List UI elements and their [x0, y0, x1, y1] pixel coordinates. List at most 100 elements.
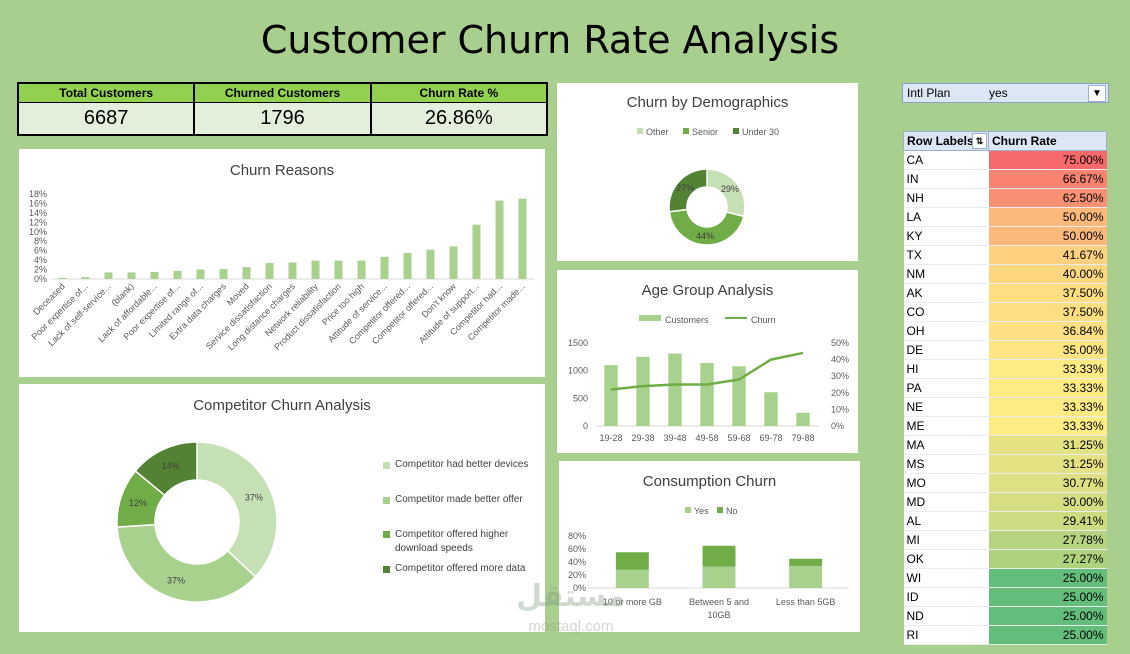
bar: [426, 249, 435, 279]
state-cell: NH: [903, 188, 989, 208]
pivot-row: MA 31.25%: [903, 435, 1107, 455]
state-cell: DE: [903, 340, 989, 360]
churn-rate-cell: 27.78%: [988, 530, 1107, 550]
x-tick-label: 39-48: [663, 433, 686, 443]
state-cell: ID: [903, 587, 989, 607]
state-cell: HI: [903, 359, 989, 379]
header-label: Row Labels: [907, 134, 974, 148]
sort-filter-icon[interactable]: ⇅: [972, 133, 987, 149]
donut-slice: [668, 168, 708, 213]
state-cell: KY: [903, 226, 989, 246]
bar: [196, 269, 205, 279]
pivot-row: MO 30.77%: [903, 473, 1107, 493]
x-tick-label: 29-38: [631, 433, 654, 443]
state-cell: MO: [903, 473, 989, 493]
y-tick-label: 4%: [34, 255, 47, 265]
state-cell: AL: [903, 511, 989, 531]
data-label: 44%: [696, 231, 714, 241]
legend-swatch: [685, 507, 691, 513]
y-tick-label: 20%: [568, 570, 586, 580]
legend-label: No: [726, 506, 738, 516]
bar-segment: [702, 545, 736, 567]
competitor-donut-chart: 37% 37% 12% 14%: [116, 441, 278, 603]
legend-label: Competitor offered higher download speed…: [395, 529, 509, 554]
demographics-panel[interactable]: Churn by Demographics Other Senior Under 3…: [557, 83, 858, 261]
legend-item: Competitor offered higher download speed…: [383, 528, 543, 556]
bar: [311, 260, 320, 279]
legend-label: Competitor had better devices: [395, 459, 529, 470]
pivot-row: HI 33.33%: [903, 359, 1107, 379]
pivot-row: MD 30.00%: [903, 492, 1107, 512]
legend-label: Competitor offered more data: [395, 563, 526, 574]
bar: [334, 260, 343, 279]
pivot-row: NE 33.33%: [903, 397, 1107, 417]
y-tick-label: 6%: [34, 246, 47, 256]
legend-label: Churn: [751, 315, 776, 325]
legend-item: Competitor offered more data: [383, 563, 543, 574]
legend-label: Customers: [665, 315, 709, 325]
churn-rate-cell: 36.84%: [988, 321, 1107, 341]
x-tick-label: Less than 5GB: [776, 597, 836, 607]
y-tick-label: 10%: [29, 227, 47, 237]
churn-rate-cell: 29.41%: [988, 511, 1107, 531]
donut-slice: [116, 523, 257, 603]
donut-slice: [134, 441, 198, 497]
legend-swatch: [717, 507, 723, 513]
legend-item: Competitor made better offer: [383, 494, 543, 505]
filter-field: Intl Plan: [907, 86, 951, 100]
filter-value: yes: [989, 86, 1008, 100]
state-cell: CO: [903, 302, 989, 322]
data-label: 37%: [245, 492, 263, 502]
bar: [495, 200, 504, 279]
y-tick-label: 16%: [29, 198, 47, 208]
y2-tick-label: 40%: [831, 355, 849, 365]
churn-rate-cell: 33.33%: [988, 359, 1107, 379]
pivot-row: OH 36.84%: [903, 321, 1107, 341]
state-cell: MI: [903, 530, 989, 550]
state-cell: RI: [903, 625, 989, 645]
churn-rate-cell: 40.00%: [988, 264, 1107, 284]
competitor-churn-panel[interactable]: Competitor Churn Analysis 37% 37% 12% 14% C…: [19, 384, 545, 632]
kpi-value: 6687: [83, 107, 129, 129]
bar: [668, 353, 682, 426]
kpi-strip: Total Customers 6687 Churned Customers 1…: [17, 82, 548, 136]
bar: [700, 362, 714, 426]
bar: [127, 272, 136, 279]
bar: [81, 277, 90, 279]
bar: [403, 253, 412, 279]
kpi-label: Churned Customers: [195, 84, 370, 103]
pivot-row: CO 37.50%: [903, 302, 1107, 322]
filter-icon[interactable]: ▼: [1088, 85, 1106, 102]
kpi-churned-customers: Churned Customers 1796: [195, 84, 372, 134]
pivot-row: ID 25.00%: [903, 587, 1107, 607]
legend-swatch: [683, 128, 689, 134]
donut-slice: [668, 208, 745, 246]
bar: [636, 356, 650, 426]
bar: [472, 224, 481, 279]
consumption-panel[interactable]: Consumption Churn Yes No 0% 20% 40% 60% 80% 10 …: [559, 461, 860, 632]
intl-plan-filter[interactable]: Intl Plan yes ▼: [902, 83, 1109, 103]
bar: [380, 256, 389, 279]
kpi-churn-rate: Churn Rate % 26.86%: [371, 84, 546, 134]
pivot-header-row-labels[interactable]: Row Labels ⇅: [903, 131, 989, 151]
data-label: 27%: [676, 183, 694, 193]
churn-reasons-panel[interactable]: Churn Reasons 0% 2% 4% 6% 8% 10% 12% 14% 16% 18% D…: [19, 149, 545, 377]
pivot-row: ND 25.00%: [903, 606, 1107, 626]
bar: [796, 412, 810, 426]
churn-rate-cell: 75.00%: [988, 150, 1107, 170]
churn-rate-cell: 33.33%: [988, 416, 1107, 436]
state-cell: MS: [903, 454, 989, 474]
legend-swatch: [383, 566, 390, 573]
bar: [219, 269, 228, 279]
state-cell: CA: [903, 150, 989, 170]
pivot-row: AK 37.50%: [903, 283, 1107, 303]
y2-tick-label: 0%: [831, 421, 844, 431]
y-tick-label: 0%: [34, 274, 47, 284]
state-cell: OK: [903, 549, 989, 569]
legend-swatch: [383, 462, 390, 469]
age-group-panel[interactable]: Age Group Analysis Customers Churn 0 500 100…: [557, 270, 858, 453]
chart-title: Competitor Churn Analysis: [193, 397, 371, 414]
churn-rate-cell: 30.77%: [988, 473, 1107, 493]
state-cell: PA: [903, 378, 989, 398]
demographics-donut-chart: Other Senior Under 30 29% 44% 27%: [637, 127, 779, 246]
